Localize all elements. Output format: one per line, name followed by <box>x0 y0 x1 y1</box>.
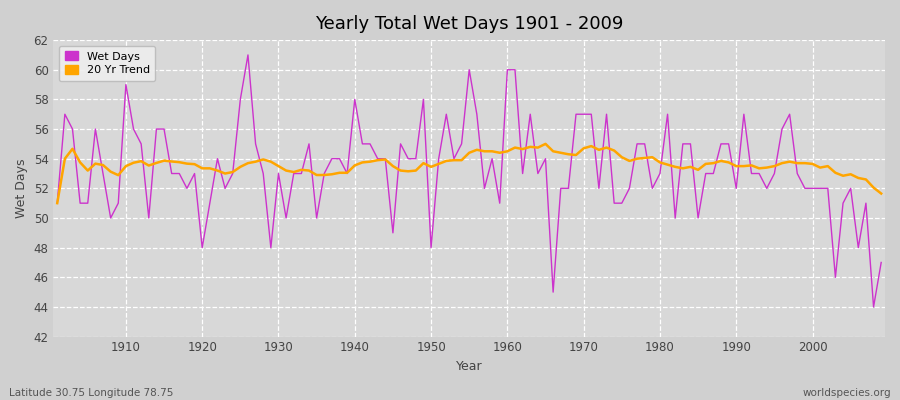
Text: Latitude 30.75 Longitude 78.75: Latitude 30.75 Longitude 78.75 <box>9 388 174 398</box>
Y-axis label: Wet Days: Wet Days <box>15 158 28 218</box>
Legend: Wet Days, 20 Yr Trend: Wet Days, 20 Yr Trend <box>59 46 156 81</box>
X-axis label: Year: Year <box>456 360 482 373</box>
Title: Yearly Total Wet Days 1901 - 2009: Yearly Total Wet Days 1901 - 2009 <box>315 15 624 33</box>
Text: worldspecies.org: worldspecies.org <box>803 388 891 398</box>
